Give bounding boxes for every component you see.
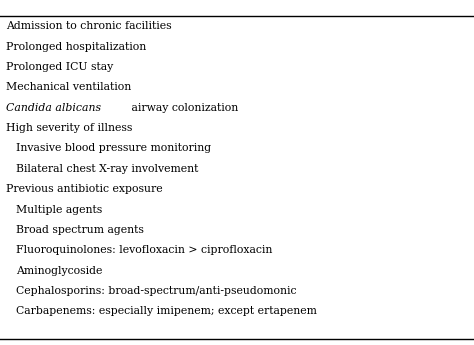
Text: Previous antibiotic exposure: Previous antibiotic exposure — [6, 184, 162, 194]
Text: Broad spectrum agents: Broad spectrum agents — [16, 225, 144, 235]
Text: Candida albicans: Candida albicans — [6, 103, 101, 113]
Text: High severity of illness: High severity of illness — [6, 123, 132, 133]
Text: airway colonization: airway colonization — [128, 103, 239, 113]
Text: Cephalosporins: broad-spectrum/anti-pseudomonic: Cephalosporins: broad-spectrum/anti-pseu… — [16, 286, 297, 296]
Text: Invasive blood pressure monitoring: Invasive blood pressure monitoring — [16, 144, 211, 154]
Text: Bilateral chest X-ray involvement: Bilateral chest X-ray involvement — [16, 164, 199, 174]
Text: Prolonged ICU stay: Prolonged ICU stay — [6, 62, 113, 72]
Text: Admission to chronic facilities: Admission to chronic facilities — [6, 21, 171, 31]
Text: Aminoglycoside: Aminoglycoside — [16, 266, 102, 276]
Text: Mechanical ventilation: Mechanical ventilation — [6, 82, 131, 92]
Text: Prolonged hospitalization: Prolonged hospitalization — [6, 42, 146, 52]
Text: Multiple agents: Multiple agents — [16, 205, 102, 215]
Text: Carbapenems: especially imipenem; except ertapenem: Carbapenems: especially imipenem; except… — [16, 306, 317, 316]
Text: Fluoroquinolones: levofloxacin > ciprofloxacin: Fluoroquinolones: levofloxacin > ciprofl… — [16, 245, 273, 255]
